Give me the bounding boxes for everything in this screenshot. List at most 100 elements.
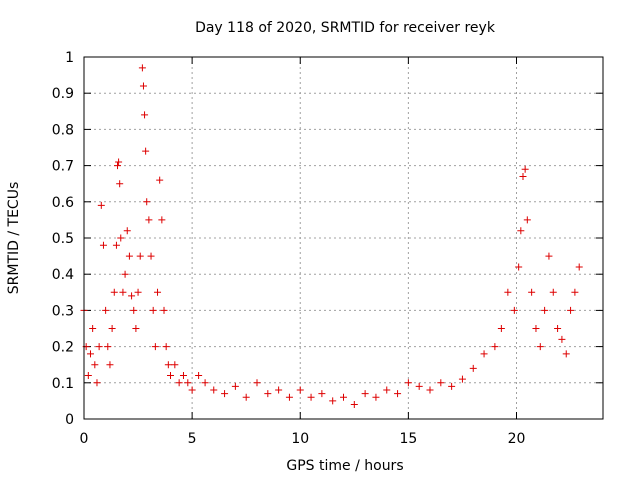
y-tick-label: 1	[65, 50, 74, 66]
data-point	[184, 379, 192, 387]
data-point	[99, 241, 107, 249]
data-point	[558, 335, 566, 343]
data-point	[145, 216, 153, 224]
data-point	[523, 216, 531, 224]
axis-ticks: 00.10.20.30.40.50.60.70.80.910 5 10 15 20	[52, 50, 603, 447]
y-tick-label: 0.7	[52, 159, 74, 175]
data-point	[175, 379, 183, 387]
data-point	[139, 82, 147, 90]
y-tick-label: 0.1	[52, 376, 74, 392]
data-point	[469, 364, 477, 372]
y-tick-label: 0.2	[52, 340, 74, 356]
x-tick-label: 10	[291, 431, 309, 447]
data-point	[528, 288, 536, 296]
data-point	[521, 165, 529, 173]
data-point	[296, 386, 304, 394]
data-point	[562, 350, 570, 358]
data-point	[510, 306, 518, 314]
data-point	[91, 361, 99, 369]
data-point	[171, 361, 179, 369]
data-point	[415, 382, 423, 390]
data-point	[497, 325, 505, 332]
data-point	[162, 343, 170, 351]
chart-title: Day 118 of 2020, SRMTID for receiver rey…	[195, 20, 496, 36]
data-point	[154, 288, 162, 296]
data-point	[188, 386, 196, 394]
data-point	[517, 227, 525, 235]
data-point	[125, 252, 133, 260]
data-point	[307, 393, 315, 401]
data-point	[141, 111, 149, 119]
data-point	[515, 263, 523, 271]
data-point	[242, 393, 250, 401]
data-point	[361, 390, 369, 398]
data-point	[86, 350, 94, 358]
data-point	[108, 325, 116, 332]
data-point	[112, 241, 120, 249]
data-point	[549, 288, 557, 296]
data-point	[84, 372, 92, 380]
y-tick-label: 0.4	[52, 267, 74, 283]
data-point	[532, 325, 540, 332]
data-point	[519, 172, 527, 180]
data-point	[264, 390, 272, 398]
data-point	[448, 382, 456, 390]
data-point	[201, 379, 209, 387]
y-tick-label: 0.9	[52, 86, 74, 102]
data-points	[80, 64, 583, 409]
data-point	[158, 216, 166, 224]
data-point	[372, 393, 380, 401]
data-point	[329, 397, 337, 405]
data-point	[149, 306, 157, 314]
data-point	[117, 234, 125, 242]
data-point	[143, 198, 151, 206]
x-tick-label: 15	[399, 431, 417, 447]
data-point	[195, 372, 203, 380]
y-tick-label: 0.5	[52, 231, 74, 247]
data-point	[128, 292, 136, 300]
data-point	[458, 375, 466, 383]
data-point	[350, 401, 358, 409]
data-point	[156, 176, 164, 184]
data-point	[545, 252, 553, 260]
data-point	[160, 306, 168, 314]
data-point	[318, 390, 326, 398]
data-point	[119, 288, 127, 296]
y-tick-label: 0.6	[52, 195, 74, 211]
y-tick-label: 0.8	[52, 122, 74, 138]
data-point	[110, 288, 118, 296]
data-point	[210, 386, 218, 394]
data-point	[97, 201, 105, 209]
data-point	[104, 343, 112, 351]
data-point	[480, 350, 488, 358]
grid-lines	[84, 57, 603, 419]
data-point	[437, 379, 445, 387]
plot-frame	[83, 56, 604, 420]
data-point	[340, 393, 347, 401]
data-point	[164, 361, 172, 369]
y-tick-label: 0	[65, 412, 74, 428]
x-axis-label: GPS time / hours	[286, 458, 403, 474]
data-point	[121, 270, 129, 278]
data-point	[285, 393, 293, 401]
data-point	[404, 379, 412, 387]
data-point	[116, 180, 124, 188]
data-point	[115, 158, 123, 166]
data-point	[130, 306, 138, 314]
data-point	[394, 390, 402, 398]
data-point	[95, 343, 103, 351]
y-axis-label: SRMTID / TECUs	[6, 182, 22, 295]
data-point	[567, 306, 575, 314]
data-point	[134, 288, 142, 296]
data-point	[536, 343, 544, 351]
data-point	[114, 162, 122, 170]
data-point	[491, 343, 499, 351]
x-tick-label: 20	[508, 431, 526, 447]
data-point	[179, 372, 187, 380]
data-point	[102, 306, 110, 314]
data-point	[575, 263, 583, 271]
x-tick-label: 0	[80, 431, 89, 447]
data-point	[142, 147, 150, 155]
